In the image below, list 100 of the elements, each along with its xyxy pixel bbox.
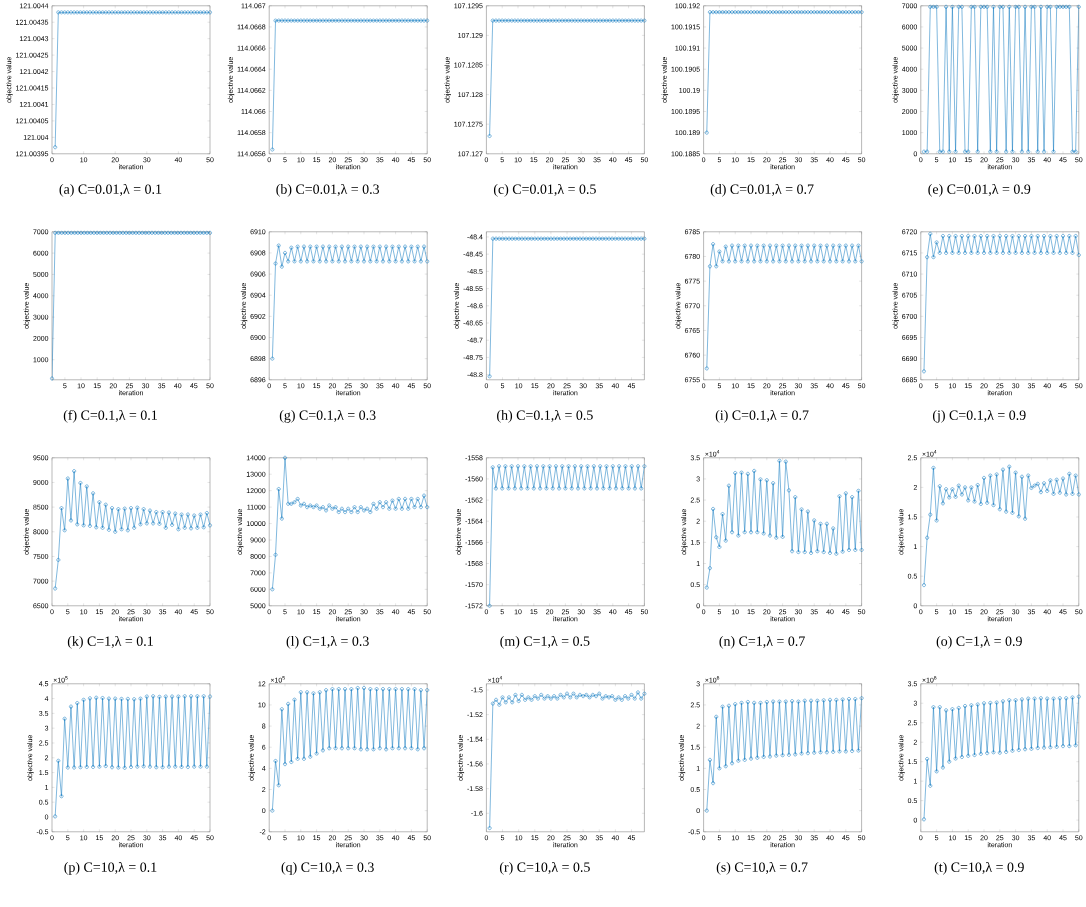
- point: [742, 530, 747, 535]
- point: [327, 746, 332, 751]
- point: [1061, 744, 1065, 749]
- point: [1035, 234, 1040, 238]
- point: [1004, 509, 1008, 514]
- point: [390, 746, 395, 751]
- point: [727, 704, 731, 708]
- point: [157, 695, 162, 699]
- point: [126, 528, 130, 533]
- point: [1023, 234, 1027, 238]
- point: [84, 484, 89, 489]
- point: [796, 699, 801, 704]
- point: [1039, 696, 1043, 701]
- point: [571, 691, 576, 696]
- point: [1001, 467, 1005, 472]
- point: [799, 507, 804, 512]
- point: [352, 746, 357, 751]
- point: [72, 469, 76, 474]
- point: [176, 694, 181, 699]
- point: [182, 694, 187, 699]
- text: (r) C=10,λ = 0.5: [499, 862, 590, 875]
- point: [56, 558, 61, 562]
- point: [176, 527, 181, 532]
- point: [837, 494, 842, 499]
- point: [1039, 251, 1043, 255]
- point: [843, 243, 848, 248]
- point: [796, 550, 801, 555]
- point: [931, 705, 936, 710]
- point: [592, 464, 596, 469]
- point: [985, 751, 990, 756]
- point: [768, 533, 772, 538]
- point: [365, 747, 370, 752]
- point: [541, 464, 546, 469]
- point: [160, 765, 165, 770]
- point: [355, 259, 360, 264]
- point: [390, 498, 395, 503]
- point: [1039, 490, 1043, 495]
- point: [352, 244, 357, 249]
- point: [1070, 695, 1075, 700]
- point: [279, 707, 284, 712]
- point: [94, 525, 99, 530]
- point: [727, 259, 731, 264]
- point: [582, 486, 587, 491]
- point: [103, 502, 108, 507]
- point: [950, 251, 955, 255]
- point: [422, 746, 426, 751]
- point: [994, 700, 999, 705]
- point: [387, 259, 392, 264]
- point: [761, 243, 766, 248]
- point: [623, 464, 628, 469]
- point: [419, 505, 423, 510]
- point: [934, 240, 939, 245]
- point: [276, 783, 281, 788]
- point: [387, 507, 392, 511]
- point: [727, 483, 731, 488]
- point: [708, 264, 712, 269]
- point: [412, 687, 417, 692]
- point: [167, 764, 171, 769]
- point: [135, 764, 140, 769]
- point: [132, 526, 137, 530]
- text: (p) C=10,λ = 0.1: [64, 862, 157, 875]
- point: [925, 757, 929, 761]
- point: [818, 243, 823, 248]
- point: [132, 697, 137, 702]
- point: [314, 751, 319, 756]
- point: [790, 549, 794, 554]
- point: [834, 259, 839, 264]
- point: [613, 698, 618, 702]
- point: [119, 697, 124, 701]
- point: [170, 523, 174, 527]
- point: [828, 551, 832, 555]
- point: [62, 716, 67, 721]
- point: [336, 259, 341, 264]
- point: [982, 701, 986, 706]
- point: [623, 694, 627, 699]
- point: [1051, 251, 1056, 255]
- point: [528, 464, 533, 469]
- point: [982, 476, 986, 480]
- point: [311, 259, 316, 264]
- point: [279, 516, 284, 521]
- point: [535, 464, 539, 469]
- point: [377, 746, 382, 751]
- point: [746, 700, 750, 704]
- point: [536, 696, 540, 701]
- text: (a) C=0.01,λ = 0.1: [59, 183, 162, 197]
- point: [758, 701, 763, 705]
- point: [1026, 696, 1031, 701]
- point: [960, 234, 964, 238]
- point: [302, 757, 306, 761]
- point: [856, 243, 861, 248]
- point: [198, 764, 203, 769]
- point: [828, 698, 832, 702]
- point: [799, 243, 804, 248]
- point: [843, 749, 848, 754]
- point: [1001, 251, 1005, 255]
- point: [771, 699, 775, 704]
- point: [590, 693, 595, 697]
- point: [1010, 234, 1015, 238]
- point: [1073, 473, 1078, 478]
- point: [742, 758, 747, 762]
